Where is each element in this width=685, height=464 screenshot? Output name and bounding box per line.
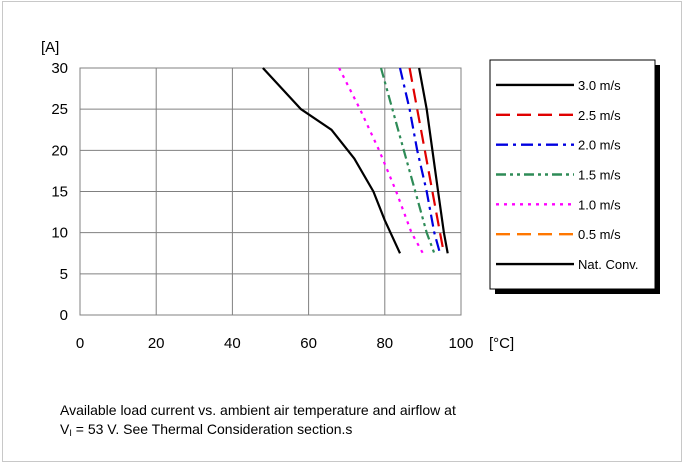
y-axis-label: [A] [41,39,59,56]
x-tick-label: 100 [448,335,473,352]
x-tick-label: 20 [148,335,165,352]
series-line [418,67,449,254]
caption-line-2: VI = 53 V. See Thermal Consideration sec… [60,420,660,443]
x-axis-label: [°C] [489,335,514,352]
caption-voltage-subscript: I [69,428,72,438]
x-tick-label: 80 [376,335,393,352]
y-tick-label: 15 [51,184,68,201]
y-tick-label: 0 [60,307,68,324]
x-tick-label: 40 [224,335,241,352]
y-tick-label: 25 [51,101,68,118]
legend-label: Nat. Conv. [578,257,638,272]
series-line [398,67,442,254]
legend-label: 0.5 m/s [578,227,621,242]
legend-label: 2.5 m/s [578,108,621,123]
plot-area: 0 20 40 60 80 100 0 5 10 15 20 25 30 [A] [°C] [41,39,514,352]
figure-caption: Available load current vs. ambient air t… [60,401,660,443]
y-tick-label: 5 [60,266,68,283]
legend-box [489,59,656,290]
y-tick-label: 30 [51,60,68,77]
caption-line-1: Available load current vs. ambient air t… [60,402,456,418]
legend: 3.0 m/s 2.5 m/s 2.0 m/s 1.5 m/s 1.0 m/s 0.5 m… [489,59,660,294]
series-line [338,67,424,254]
caption-voltage-symbol: V [60,421,70,437]
caption-line-2-rest: = 53 V. See Thermal Consideration sectio… [71,421,353,437]
series-line [408,67,445,254]
x-tick-label: 60 [300,335,317,352]
y-tick-label: 10 [51,225,68,242]
x-tick-label: 0 [76,335,84,352]
y-tick-label: 20 [51,142,68,159]
series-line [379,67,436,254]
series-line [262,67,401,254]
legend-label: 2.0 m/s [578,138,621,153]
legend-label: 3.0 m/s [578,78,621,93]
legend-label: 1.0 m/s [578,197,621,212]
legend-label: 1.5 m/s [578,168,621,183]
